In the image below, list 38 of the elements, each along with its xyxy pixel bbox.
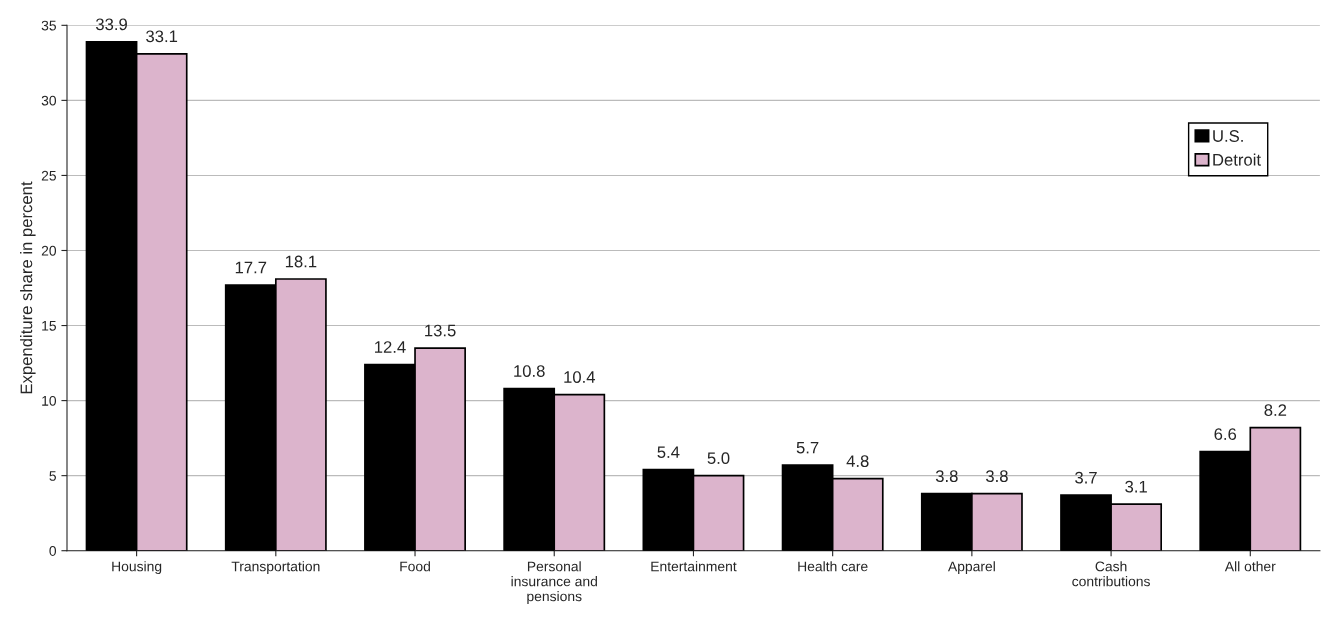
y-tick-label: 5 <box>49 471 56 481</box>
x-tick-label: All other <box>1224 561 1276 572</box>
data-label: 33.1 <box>146 30 178 43</box>
x-tick-label: Health care <box>798 561 868 572</box>
data-label: 33.9 <box>95 18 127 31</box>
data-label: 5.7 <box>796 441 819 454</box>
data-label: 17.7 <box>235 261 267 274</box>
x-tick-label: Transportation <box>231 561 320 575</box>
y-tick-label: 15 <box>42 321 56 331</box>
data-label: 3.8 <box>935 470 958 483</box>
y-axis-title: Expenditure share in percent <box>20 181 36 394</box>
x-tick-label: Food <box>400 561 430 572</box>
y-tick-label: 0 <box>49 546 57 556</box>
data-label: 10.8 <box>514 365 545 377</box>
x-tick-label: Entertainment <box>651 561 737 572</box>
y-tick-label: 25 <box>41 170 56 181</box>
data-label: 3.7 <box>1075 471 1097 484</box>
data-label: 8.2 <box>1264 404 1287 416</box>
y-tick-label: 10 <box>42 395 57 406</box>
data-label: 13.5 <box>425 324 456 337</box>
data-label: 6.6 <box>1214 428 1237 441</box>
data-label: 5.4 <box>657 446 680 459</box>
data-label: 12.4 <box>375 341 406 353</box>
legend-label: Detroit <box>1213 153 1261 166</box>
data-label: 3.8 <box>985 470 1008 483</box>
data-label: 3.1 <box>1125 480 1147 493</box>
data-label: 18.1 <box>285 255 317 268</box>
x-tick-label: Apparel <box>947 561 995 575</box>
y-tick-label: 30 <box>41 95 57 106</box>
y-tick-label: 35 <box>41 20 56 31</box>
data-label: 10.4 <box>564 371 596 383</box>
x-tick-label: Cash contributions <box>1072 561 1150 587</box>
data-label: 5.0 <box>707 452 730 465</box>
x-tick-label: Personal insurance and pensions <box>511 561 597 604</box>
legend-label: U.S. <box>1213 130 1243 142</box>
data-label: 4.8 <box>846 455 869 468</box>
x-tick-label: Housing <box>112 561 162 575</box>
y-tick-label: 20 <box>41 245 57 256</box>
